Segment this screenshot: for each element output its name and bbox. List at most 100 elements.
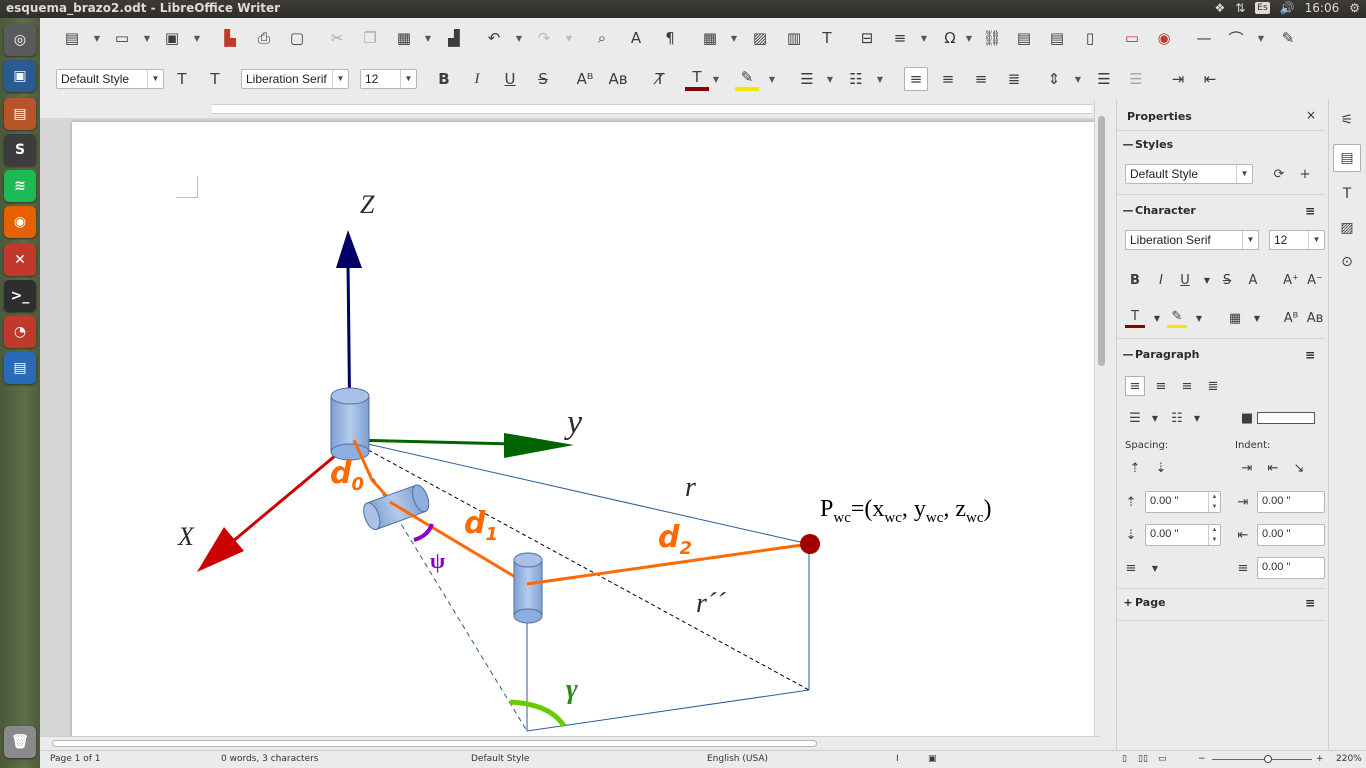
- highlight-color-icon[interactable]: ✎: [1167, 308, 1187, 328]
- font-name-combo[interactable]: Liberation Serif ▼: [241, 69, 349, 89]
- bullets-icon[interactable]: ☰: [1129, 410, 1141, 426]
- horizontal-scroll-thumb[interactable]: [52, 740, 817, 747]
- chevron-down-icon[interactable]: ▼: [1151, 563, 1159, 573]
- decrease-indent-icon[interactable]: ⇤: [1203, 70, 1217, 88]
- print-icon[interactable]: ⎙: [257, 29, 270, 47]
- character-spacing-icon[interactable]: ▦: [1228, 310, 1242, 326]
- zoom-out-icon[interactable]: −: [1198, 754, 1206, 764]
- formatting-marks-icon[interactable]: ¶: [665, 29, 675, 47]
- bold-icon[interactable]: B: [438, 70, 450, 88]
- font-color-icon[interactable]: T: [685, 67, 709, 91]
- insert-comment-icon[interactable]: ▭: [1124, 29, 1140, 47]
- insert-mode-icon[interactable]: I: [896, 754, 899, 764]
- font-color-icon[interactable]: T: [1125, 308, 1145, 328]
- align-center-icon[interactable]: ≡: [1155, 378, 1167, 394]
- background-color-swatch[interactable]: [1257, 412, 1315, 424]
- chevron-down-icon[interactable]: ▼: [1308, 231, 1324, 249]
- align-left-icon[interactable]: ≡: [1125, 376, 1145, 396]
- superscript-icon[interactable]: Aᴮ: [576, 70, 594, 88]
- document-area[interactable]: Z y X r r´´ d0 d1 d2 ψ γ Pwc=(xwc, ywc, …: [40, 118, 1096, 736]
- styles-deck-icon[interactable]: T: [1342, 186, 1352, 202]
- sidebar-style-combo[interactable]: Default Style ▼: [1125, 164, 1253, 184]
- expand-icon[interactable]: +: [1123, 596, 1133, 609]
- spin-buttons[interactable]: ▲ ▼: [1208, 525, 1220, 545]
- ubuntu-home-icon[interactable]: ◎: [4, 24, 36, 56]
- insert-footnote-icon[interactable]: ▤: [1016, 29, 1032, 47]
- increase-paragraph-spacing-icon[interactable]: ☰: [1097, 70, 1111, 88]
- virtualbox-icon[interactable]: ▣: [4, 60, 36, 92]
- chevron-down-icon[interactable]: ▼: [1242, 231, 1258, 249]
- underline-icon[interactable]: U: [1180, 272, 1190, 288]
- chevron-down-icon[interactable]: ▼: [730, 33, 738, 43]
- shadow-icon[interactable]: A: [1248, 272, 1258, 288]
- new-style-icon[interactable]: T: [210, 70, 220, 88]
- word-count[interactable]: 0 words, 3 characters: [221, 754, 319, 764]
- insert-bookmark-icon[interactable]: ▯: [1085, 29, 1095, 47]
- insert-image-icon[interactable]: ▨: [752, 29, 768, 47]
- font-size-combo[interactable]: 12 ▼: [360, 69, 417, 89]
- subscript-icon[interactable]: Aʙ: [608, 70, 628, 88]
- network-icon[interactable]: ⇅: [1235, 1, 1246, 15]
- trash-icon[interactable]: 🗑: [4, 726, 36, 758]
- terminal-icon[interactable]: >_: [4, 280, 36, 312]
- insert-table-icon[interactable]: ▦: [702, 29, 718, 47]
- chevron-down-icon[interactable]: ▼: [826, 74, 834, 84]
- toggle-ui-icon[interactable]: ▤: [64, 29, 80, 47]
- strikethrough-icon[interactable]: S: [538, 70, 548, 88]
- update-style-icon[interactable]: T: [177, 70, 187, 88]
- system-settings-icon[interactable]: ✕: [4, 244, 36, 276]
- chevron-down-icon[interactable]: ▼: [965, 33, 973, 43]
- insert-textbox-icon[interactable]: T: [822, 29, 832, 47]
- zoom-percentage[interactable]: 220%: [1336, 754, 1362, 764]
- numbering-icon[interactable]: ☷: [1171, 410, 1183, 426]
- gallery-deck-icon[interactable]: ▨: [1340, 220, 1354, 236]
- spotify-icon[interactable]: ≋: [4, 170, 36, 202]
- spelling-icon[interactable]: A: [630, 29, 642, 47]
- superscript-icon[interactable]: Aᴮ: [1283, 310, 1299, 326]
- document-modified-icon[interactable]: ▣: [928, 754, 937, 764]
- insert-hyperlink-icon[interactable]: ⛓: [982, 29, 1002, 47]
- indent-before-field[interactable]: 0.00 ": [1257, 491, 1325, 513]
- export-pdf-icon[interactable]: ▙: [224, 29, 236, 47]
- find-replace-icon[interactable]: ⌕: [597, 29, 607, 47]
- collapse-icon[interactable]: —: [1122, 138, 1134, 151]
- insert-page-break-icon[interactable]: ⊟: [860, 29, 874, 47]
- navigator-deck-icon[interactable]: ⊙: [1341, 254, 1353, 270]
- libreoffice-writer-icon[interactable]: ▤: [4, 352, 36, 384]
- character-section-header[interactable]: — Character ≡: [1121, 204, 1321, 222]
- italic-icon[interactable]: I: [474, 70, 480, 87]
- increase-spacing-icon[interactable]: ⇡: [1129, 460, 1141, 476]
- shrink-font-icon[interactable]: A⁻: [1307, 272, 1323, 288]
- chevron-down-icon[interactable]: ▼: [1153, 313, 1161, 323]
- basic-shapes-icon[interactable]: ⌒: [1228, 29, 1244, 48]
- volume-icon[interactable]: 🔊: [1279, 1, 1295, 15]
- new-style-plus-icon[interactable]: +: [1299, 166, 1311, 182]
- save-icon[interactable]: ▣: [164, 29, 180, 47]
- section-menu-icon[interactable]: ≡: [1304, 348, 1315, 362]
- subscript-icon[interactable]: Aʙ: [1306, 310, 1324, 326]
- special-character-icon[interactable]: Ω: [944, 29, 956, 47]
- align-left-icon[interactable]: ≡: [904, 67, 928, 91]
- increase-indent-icon[interactable]: ⇥: [1241, 460, 1253, 476]
- chevron-down-icon[interactable]: ▼: [1074, 74, 1082, 84]
- align-right-icon[interactable]: ≡: [1181, 378, 1193, 394]
- chevron-down-icon[interactable]: ▼: [424, 33, 432, 43]
- page-count[interactable]: Page 1 of 1: [50, 754, 101, 764]
- power-gear-icon[interactable]: ⚙: [1349, 1, 1360, 15]
- horizontal-scrollbar[interactable]: [40, 736, 1100, 750]
- chevron-down-icon[interactable]: ▼: [1257, 33, 1265, 43]
- zoom-slider-handle[interactable]: [1264, 755, 1272, 763]
- insert-line-icon[interactable]: —: [1196, 29, 1212, 47]
- spacing-below-field[interactable]: 0.00 " ▲ ▼: [1145, 524, 1221, 546]
- chevron-down-icon[interactable]: ▼: [193, 33, 201, 43]
- chevron-down-icon[interactable]: ▼: [1193, 413, 1201, 423]
- increase-indent-icon[interactable]: ⇥: [1171, 70, 1185, 88]
- line-spacing-icon[interactable]: ≡: [1125, 560, 1137, 576]
- grow-font-icon[interactable]: A⁺: [1283, 272, 1299, 288]
- clock[interactable]: 16:06: [1304, 1, 1340, 15]
- file-manager-icon[interactable]: ▤: [4, 98, 36, 130]
- chevron-down-icon[interactable]: ▼: [143, 33, 151, 43]
- chevron-down-icon[interactable]: ▼: [1151, 413, 1159, 423]
- libreoffice-impress-icon[interactable]: ◔: [4, 316, 36, 348]
- align-center-icon[interactable]: ≡: [941, 70, 955, 88]
